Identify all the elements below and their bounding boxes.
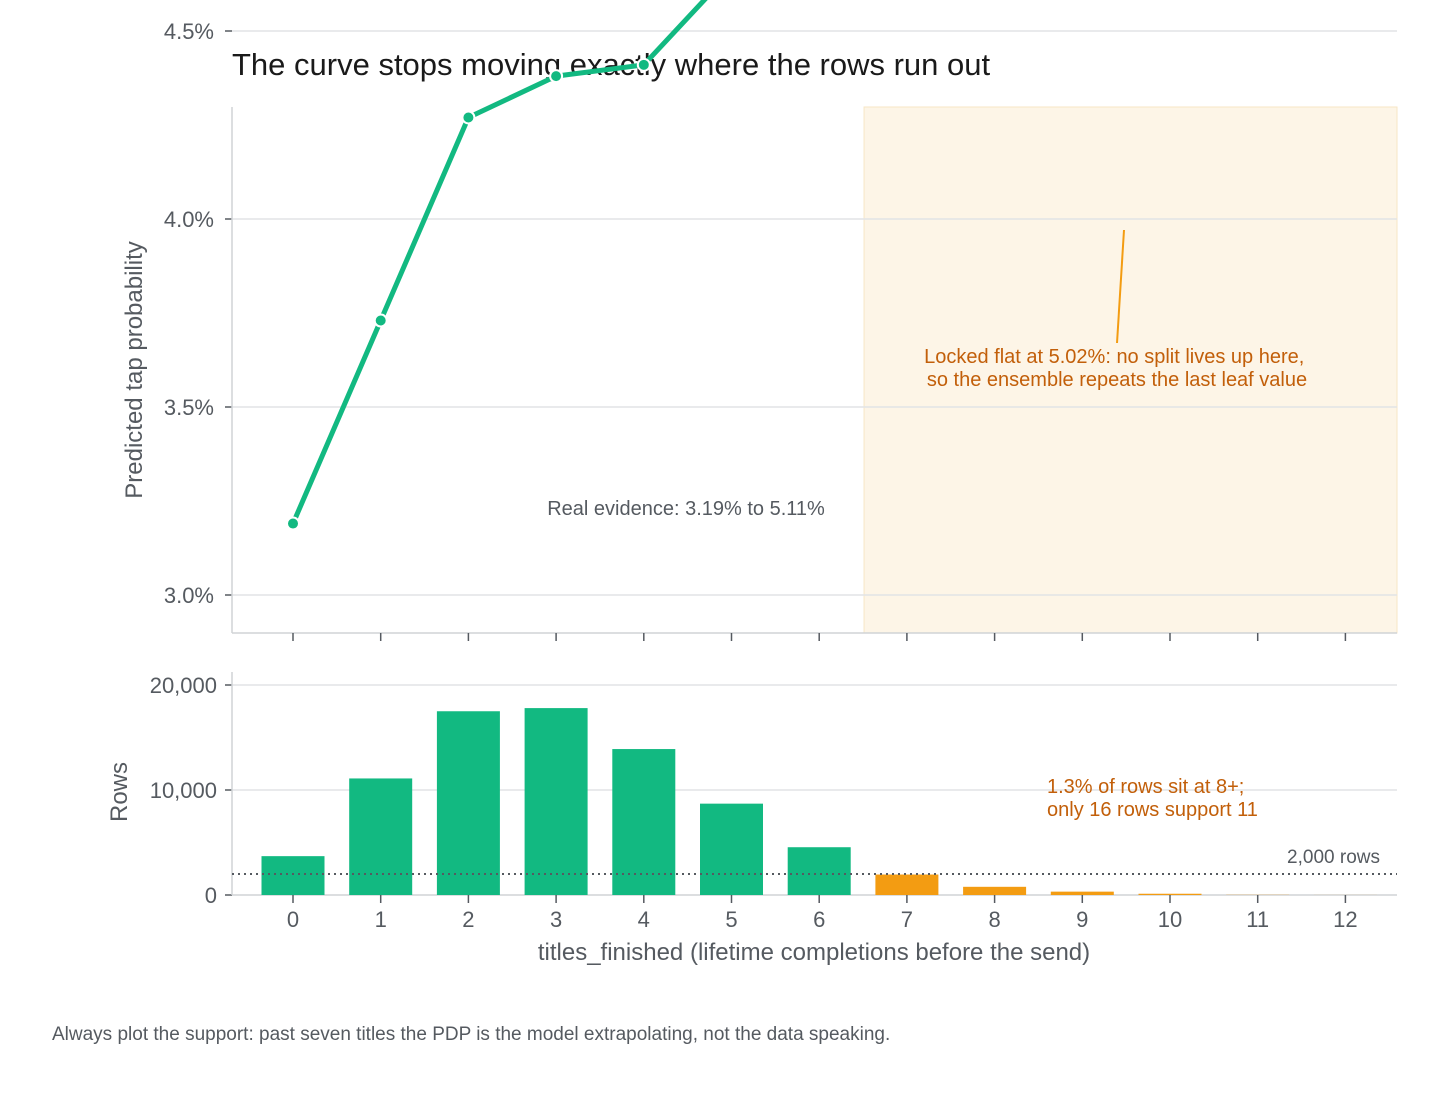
pdp-x-ticks: [292, 633, 1347, 641]
support-x-tick-label: 1: [375, 907, 387, 932]
support-gridlines: [232, 684, 1397, 791]
support-x-ticks: 0 1 2 3 4 5 6 7 8 9 10 11 12: [287, 895, 1358, 932]
support-y-ticks: 0 10,000 20,000: [150, 673, 232, 908]
footnote: Always plot the support: past seven titl…: [52, 1024, 891, 1045]
support-x-tick-label: 10: [1158, 907, 1182, 932]
support-bar: [875, 874, 939, 895]
support-bar: [787, 847, 851, 895]
pdp-point: [549, 69, 564, 84]
support-bar: [261, 856, 325, 895]
support-bar: [700, 803, 763, 895]
locked-flat-pointer: [1116, 229, 1125, 344]
pdp-y-axis-label: Predicted tap probability: [121, 241, 148, 498]
support-x-tick-label: 3: [550, 907, 562, 932]
support-x-tick-label: 9: [1076, 907, 1088, 932]
pdp-point: [373, 313, 388, 328]
pdp-y-tick-label: 4.0%: [164, 207, 214, 232]
support-y-tick-label: 0: [205, 883, 217, 908]
support-annotation-line-2: only 16 rows support 11: [1047, 799, 1258, 821]
support-annotation-line-1: 1.3% of rows sit at 8+;: [1047, 776, 1244, 798]
support-bar: [612, 749, 676, 895]
reference-line-label: 2,000 rows: [1287, 847, 1380, 868]
locked-flat-annotation: Locked flat at 5.02%: no split lives up …: [924, 346, 1310, 391]
x-axis-label: titles_finished (lifetime completions be…: [538, 939, 1090, 966]
chart-title: The curve stops moving exactly where the…: [232, 47, 991, 82]
support-bar: [524, 708, 588, 895]
pdp-y-tick-label: 3.5%: [164, 395, 214, 420]
support-x-tick-label: 4: [638, 907, 650, 932]
support-y-tick-label: 20,000: [150, 673, 217, 698]
support-x-tick-label: 11: [1246, 907, 1269, 932]
support-x-tick-label: 2: [462, 907, 474, 932]
support-x-tick-label: 6: [813, 907, 825, 932]
support-x-tick-label: 0: [287, 907, 299, 932]
support-x-tick-label: 5: [725, 907, 737, 932]
support-y-axis-label: Rows: [106, 762, 133, 822]
support-bar: [436, 711, 500, 895]
pdp-points: [286, 57, 651, 531]
pdp-y-tick-label: 4.5%: [164, 19, 214, 44]
locked-flat-annotation-line-2: so the ensemble repeats the last leaf va…: [927, 369, 1307, 391]
support-x-tick-label: 12: [1333, 907, 1357, 932]
support-bar: [963, 886, 1027, 895]
support-y-tick-label: 10,000: [150, 778, 217, 803]
pdp-point: [636, 57, 651, 72]
support-bars: [261, 708, 1377, 895]
support-annotation: 1.3% of rows sit at 8+; only 16 rows sup…: [1047, 776, 1258, 821]
support-bar: [349, 778, 413, 895]
pdp-point: [286, 516, 300, 531]
support-bar: [1138, 893, 1202, 895]
pdp-y-ticks: 3.0%3.5%4.0%4.5%5.0%5.5%: [164, 19, 232, 608]
pdp-panel: 3.0%3.5%4.0%4.5%5.0%5.5% Predicted tap p…: [121, 0, 1398, 641]
real-evidence-annotation: Real evidence: 3.19% to 5.11%: [547, 498, 825, 520]
pdp-y-tick-label: 3.0%: [164, 583, 214, 608]
support-x-tick-label: 8: [988, 907, 1000, 932]
pdp-point: [461, 110, 476, 125]
support-bar: [1050, 891, 1114, 895]
locked-flat-annotation-line-1: Locked flat at 5.02%: no split lives up …: [924, 346, 1304, 368]
extrapolation-shade: [863, 106, 1398, 634]
support-x-tick-label: 7: [901, 907, 913, 932]
